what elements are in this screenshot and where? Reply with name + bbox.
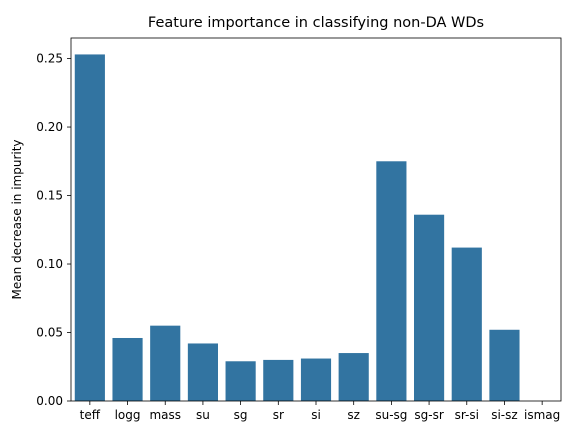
bar-su — [187, 343, 218, 401]
y-tick-label: 0.10 — [36, 257, 63, 271]
x-axis-ticks: teff logg mass su sg sr si sz su-sg sg-sr sr-si si-… — [80, 401, 560, 422]
y-tick-label: 0.15 — [36, 189, 63, 203]
bar-mass — [150, 325, 181, 401]
x-tick-label: mass — [149, 408, 181, 422]
x-tick-label: sg-sr — [414, 408, 443, 422]
x-tick-label: si — [311, 408, 321, 422]
bar-su-sg — [376, 161, 407, 401]
bar-sr-si — [451, 247, 482, 401]
y-tick-label: 0.05 — [36, 326, 63, 340]
bar-si-sz — [489, 329, 520, 401]
y-tick-label: 0.00 — [36, 394, 63, 408]
bar-sz — [338, 353, 369, 401]
y-axis-ticks: 0.00 0.05 0.10 0.15 0.20 0.25 — [36, 52, 71, 408]
x-tick-label: si-sz — [491, 408, 517, 422]
x-tick-label: ismag — [524, 408, 560, 422]
bars-group — [74, 54, 520, 401]
bar-teff — [74, 54, 105, 401]
y-axis-label: Mean decrease in impurity — [10, 139, 24, 299]
x-tick-label: sr-si — [455, 408, 479, 422]
y-tick-label: 0.20 — [36, 120, 63, 134]
x-tick-label: su-sg — [375, 408, 407, 422]
x-tick-label: logg — [115, 408, 141, 422]
plot-frame — [70, 37, 562, 402]
bar-sg — [225, 361, 256, 401]
bar-logg — [112, 337, 143, 401]
chart-title: Feature importance in classifying non-DA… — [148, 15, 484, 31]
bar-sr — [263, 359, 294, 401]
y-tick-label: 0.25 — [36, 52, 63, 66]
bar-si — [300, 358, 332, 401]
x-tick-label: sg — [234, 408, 248, 422]
x-tick-label: sz — [347, 408, 360, 422]
x-tick-label: sr — [273, 408, 284, 422]
x-tick-label: su — [196, 408, 210, 422]
x-tick-label: teff — [80, 408, 101, 422]
bar-sg-sr — [414, 214, 445, 401]
